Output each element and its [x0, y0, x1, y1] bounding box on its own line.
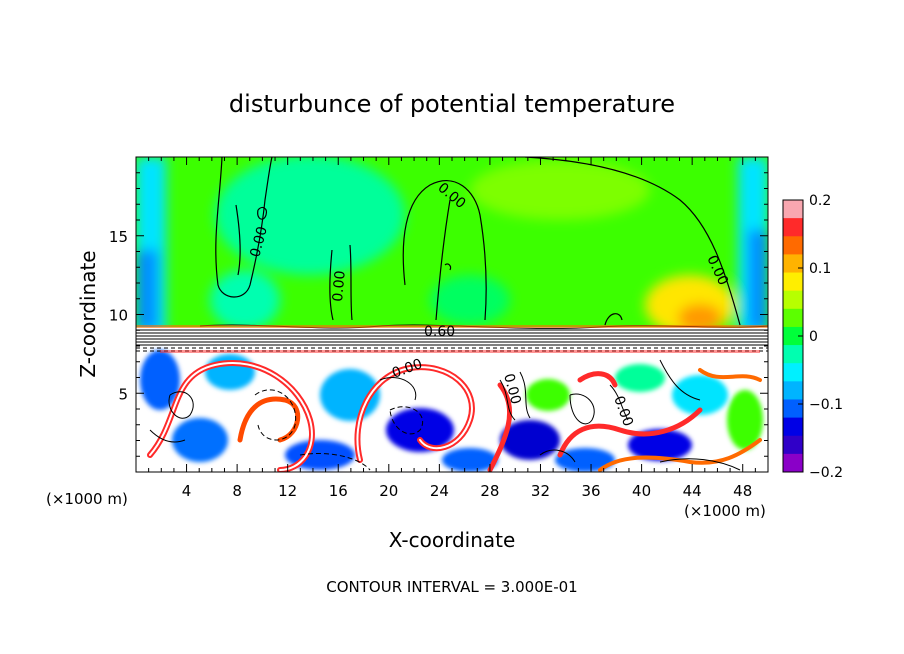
- colorbar-swatch: [783, 290, 803, 310]
- colorbar: 0.2 0.1 0 −0.1 −0.2: [782, 193, 843, 481]
- contour-label: 0.60: [424, 324, 455, 340]
- x-tick-label: 32: [531, 482, 550, 500]
- colorbar-swatch: [783, 218, 803, 237]
- x-unit-left: (×1000 m): [46, 490, 128, 508]
- colorbar-swatch: [783, 453, 803, 473]
- colorbar-swatch: [783, 345, 803, 364]
- heatmap-field: [136, 157, 768, 472]
- colorbar-swatch: [783, 399, 803, 419]
- colorbar-swatch: [783, 236, 803, 255]
- colorbar-tick-label: 0.2: [809, 193, 831, 209]
- x-tick-label: 44: [683, 482, 702, 500]
- y-axis-label: Z-coordinate: [76, 250, 100, 377]
- colorbar-tick-label: −0.1: [809, 397, 843, 413]
- x-tick-label: 24: [430, 482, 449, 500]
- contour-label: 0.00: [247, 225, 271, 259]
- x-unit-right: (×1000 m): [684, 502, 766, 520]
- y-tick-label: 5: [118, 385, 128, 403]
- x-tick-label: 40: [632, 482, 651, 500]
- x-tick-label: 20: [379, 482, 398, 500]
- contour-interval: CONTOUR INTERVAL = 3.000E-01: [326, 578, 577, 596]
- x-tick-label: 36: [581, 482, 600, 500]
- x-tick-label: 8: [232, 482, 242, 500]
- chart-title: disturbunce of potential temperature: [229, 90, 675, 118]
- colorbar-swatch: [783, 254, 803, 274]
- colorbar-swatch: [783, 308, 803, 328]
- colorbar-swatch: [783, 200, 803, 219]
- y-axis: 5 10 15: [109, 172, 768, 457]
- y-tick-label: 10: [109, 307, 128, 325]
- x-axis-label: X-coordinate: [389, 528, 516, 552]
- x-tick-label: 16: [329, 482, 348, 500]
- x-tick-label: 28: [480, 482, 499, 500]
- colorbar-swatch: [783, 326, 803, 346]
- colorbar-swatch: [783, 435, 803, 455]
- y-tick-label: 15: [109, 228, 128, 246]
- colorbar-tick-label: −0.2: [809, 465, 843, 481]
- colorbar-tick-label: 0.1: [809, 261, 831, 277]
- colorbar-swatch: [783, 363, 803, 382]
- x-tick-label: 4: [182, 482, 192, 500]
- contour-label: 0.00: [500, 372, 524, 406]
- colorbar-swatch: [783, 272, 803, 292]
- x-axis: 4 8 12 16 20 24 28 32 36 40 44 48: [148, 157, 756, 500]
- x-tick-label: 12: [278, 482, 297, 500]
- x-tick-label: 48: [733, 482, 752, 500]
- contour-label: 0.00: [330, 270, 349, 302]
- colorbar-swatch: [783, 381, 803, 400]
- colorbar-swatch: [783, 417, 803, 437]
- colorbar-tick-label: 0: [809, 329, 818, 345]
